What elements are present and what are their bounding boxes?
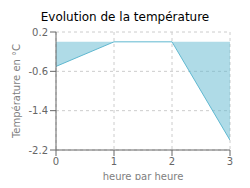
svg-text:-2.2: -2.2 [28,145,48,156]
svg-text:1: 1 [111,156,117,167]
svg-text:Température en °C: Température en °C [11,44,22,139]
svg-text:3: 3 [227,156,233,167]
svg-text:-0.6: -0.6 [28,66,48,77]
svg-text:heure par heure: heure par heure [103,171,184,180]
svg-text:0: 0 [53,156,59,167]
svg-text:2: 2 [169,156,175,167]
svg-text:-1.4: -1.4 [28,105,48,116]
svg-text:0.2: 0.2 [32,27,48,38]
html-text:Evolution de la température: Evolution de la température [40,10,210,24]
